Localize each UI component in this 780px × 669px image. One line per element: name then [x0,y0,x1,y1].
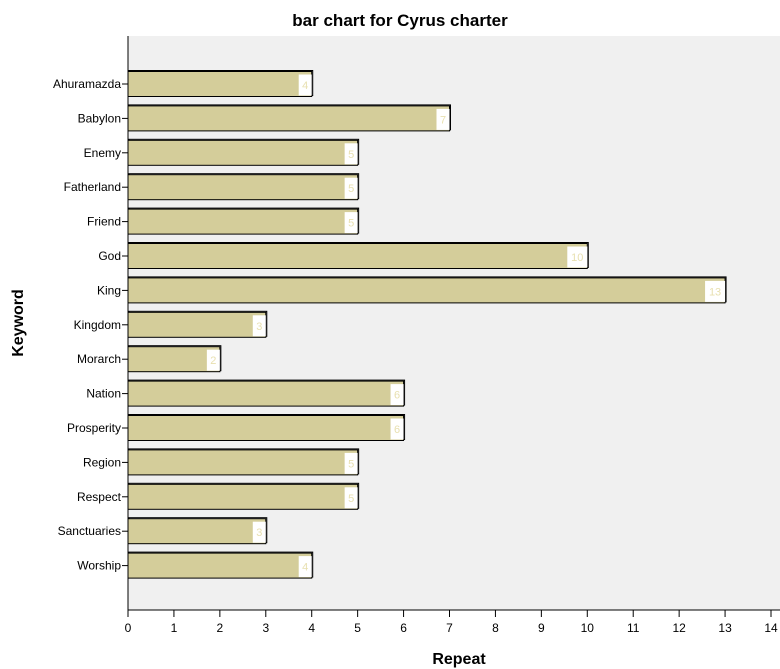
x-tick-label: 14 [764,621,778,635]
y-tick-label: Fatherland [64,180,121,194]
bars-group: 4 7 5 5 5 10 13 3 2 6 6 5 5 3 4 [127,70,727,579]
data-label: 3 [256,321,262,333]
bar-ahuramazda [127,71,313,97]
data-label-box [390,384,404,406]
data-label-box [567,246,588,268]
data-label: 3 [256,527,262,539]
data-label: 4 [302,80,308,92]
y-tick-label: Worship [77,559,121,573]
bar-worship [127,552,313,579]
bar-sanctuaries [127,518,267,545]
data-label-box [344,487,358,509]
y-tick-label: Enemy [84,146,121,160]
x-tick-label: 8 [492,621,499,635]
x-tick-label: 5 [354,621,361,635]
data-label-box [344,143,358,165]
x-tick-label: 0 [125,621,132,635]
x-tick-label: 13 [718,621,732,635]
data-label-box [705,280,726,302]
bar-region [127,449,359,476]
x-tick-label: 6 [400,621,407,635]
bar-nation [127,380,405,407]
bar-enemy [127,139,359,166]
y-axis-ticks: Ahuramazda Babylon Enemy Fatherland Friend Go… [53,77,128,573]
y-tick-label: Prosperity [67,421,121,435]
bar-god [127,243,588,269]
data-label-box [252,521,266,543]
bar-prosperity [127,415,405,441]
bar-friend [127,208,359,235]
y-tick-label: God [98,249,121,263]
data-label: 5 [348,183,354,195]
data-label-box [298,74,312,96]
data-label: 10 [571,252,583,264]
data-label: 5 [348,458,354,470]
x-tick-label: 1 [171,621,178,635]
bar-respect [127,483,359,510]
chart-title: bar chart for Cyrus charter [292,11,508,30]
x-tick-label: 10 [581,621,595,635]
data-label-box [390,418,404,440]
data-label-box [436,108,450,130]
data-label: 13 [709,286,721,298]
x-axis-title: Repeat [432,651,486,668]
x-tick-label: 4 [308,621,315,635]
y-tick-label: Sanctuaries [58,524,121,538]
x-tick-label: 7 [446,621,453,635]
y-tick-label: Respect [77,490,122,504]
data-label-box [252,315,266,337]
data-label-box [298,556,312,578]
bar-babylon [127,105,450,132]
y-tick-label: Kingdom [74,318,121,332]
bar-morarch [127,346,221,373]
data-label: 7 [440,114,446,126]
y-axis-title: Keyword [10,289,27,357]
x-tick-label: 9 [538,621,545,635]
data-label: 5 [348,149,354,161]
data-label: 6 [394,424,400,436]
data-label-box [206,349,220,371]
y-tick-label: Morarch [77,352,121,366]
data-label-box [344,212,358,234]
data-label: 4 [302,562,308,574]
data-label: 5 [348,218,354,230]
x-tick-label: 11 [627,621,640,635]
x-tick-label: 2 [217,621,224,635]
y-tick-label: Babylon [78,111,121,125]
y-tick-label: King [97,283,121,297]
y-tick-label: Friend [87,215,121,229]
x-tick-label: 3 [262,621,269,635]
x-tick-label: 12 [672,621,686,635]
x-axis-ticks: 0 1 2 3 4 5 6 7 8 9 10 11 12 13 14 [125,610,778,635]
y-tick-label: Ahuramazda [53,77,121,91]
data-label: 5 [348,493,354,505]
data-label-box [344,177,358,199]
y-tick-label: Nation [86,387,121,401]
y-tick-label: Region [83,455,121,469]
data-label: 2 [210,355,216,367]
bar-fatherland [127,174,359,201]
bar-king [127,277,726,304]
data-label: 6 [394,390,400,402]
data-label-box [344,452,358,474]
bar-kingdom [127,311,267,338]
